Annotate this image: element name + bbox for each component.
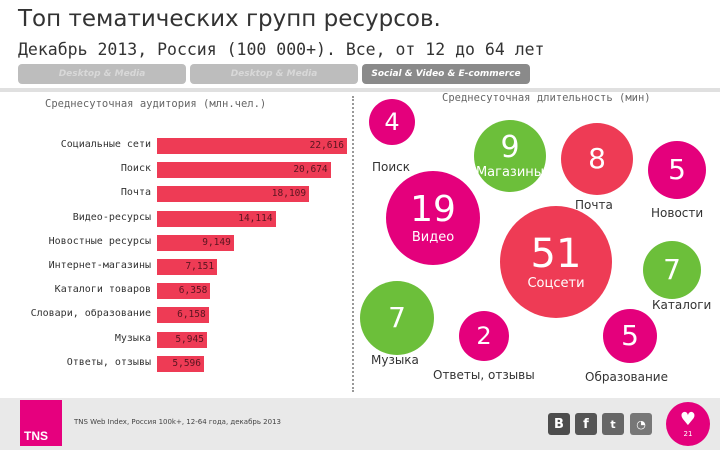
bubble: 4 bbox=[369, 99, 415, 145]
bar-value-label: 20,674 bbox=[293, 164, 328, 176]
bubble-value: 19 bbox=[410, 188, 456, 230]
bubble-label: Образование bbox=[585, 370, 668, 384]
bubble-label: Новости bbox=[651, 206, 704, 220]
heart-badge: ♥ 21 bbox=[666, 402, 710, 446]
tns-logo: TNS bbox=[20, 400, 62, 446]
bubble-value: 7 bbox=[663, 253, 681, 286]
bar-label: Видео-ресурсы bbox=[72, 211, 151, 223]
rss-icon[interactable]: ◔ bbox=[630, 413, 652, 435]
heart-icon: ♥ bbox=[679, 408, 697, 430]
bar-label: Ответы, отзывы bbox=[66, 356, 151, 368]
bar bbox=[157, 162, 331, 179]
bar-label: Интернет-магазины bbox=[48, 260, 151, 271]
bar-label: Новостные ресурсы bbox=[48, 235, 151, 247]
bar bbox=[157, 307, 209, 324]
bubble: 9 Магазины bbox=[474, 120, 546, 192]
bubble-label: Видео bbox=[411, 229, 455, 245]
bar bbox=[157, 283, 211, 300]
bubble-value: 5 bbox=[621, 319, 639, 352]
footer bbox=[0, 398, 720, 450]
page-subtitle: Декабрь 2013, Россия (100 000+). Все, от… bbox=[18, 40, 545, 59]
bubble-label: Поиск bbox=[372, 160, 411, 174]
chart-divider bbox=[352, 96, 354, 392]
bar-value-label: 7,151 bbox=[185, 261, 215, 272]
tab-underline bbox=[0, 88, 720, 92]
bar bbox=[157, 355, 204, 372]
tab-social-video-ecommerce[interactable]: Social & Video & E-commerce bbox=[362, 64, 530, 84]
bar-label: Словари, образование bbox=[30, 308, 151, 320]
bar-label: Музыка bbox=[114, 332, 151, 344]
bar bbox=[157, 138, 347, 154]
bar-value-label: 5,596 bbox=[172, 357, 201, 369]
bar bbox=[157, 186, 310, 203]
bar bbox=[157, 259, 218, 275]
bubble: 7 bbox=[643, 241, 701, 299]
source-note: TNS Web Index, Россия 100k+, 12-64 года,… bbox=[74, 418, 281, 426]
bubble: 5 bbox=[603, 309, 657, 363]
bubble-label: Почта bbox=[575, 198, 613, 212]
twitter-icon[interactable]: t bbox=[602, 413, 624, 435]
bar-value-label: 6,358 bbox=[178, 285, 208, 297]
bubble: 8 bbox=[561, 123, 633, 195]
bubble: 51 Соцсети bbox=[500, 206, 612, 318]
bar-value-label: 9,149 bbox=[202, 236, 231, 248]
bubble: 7 bbox=[360, 281, 434, 355]
bubble-value: 8 bbox=[588, 142, 606, 175]
bubble-value: 4 bbox=[384, 108, 400, 136]
bubble-label: Соцсети bbox=[527, 275, 585, 291]
bubble-label: Каталоги bbox=[652, 298, 712, 312]
facebook-icon[interactable]: f bbox=[575, 413, 597, 435]
bar-value-label: 22,616 bbox=[309, 140, 344, 151]
bar-value-label: 5,945 bbox=[175, 333, 204, 345]
bar-value-label: 6,158 bbox=[177, 309, 206, 321]
bar-value-label: 14,114 bbox=[238, 212, 273, 224]
bar bbox=[157, 331, 207, 348]
bubble-value: 2 bbox=[476, 322, 492, 350]
audience-bar-chart: Социальные сети 22,616 Поиск 20,674 Почта 18,… bbox=[0, 0, 360, 400]
bubble: 19 Видео bbox=[386, 171, 480, 265]
bubble-value: 5 bbox=[668, 153, 686, 186]
bubble: 5 bbox=[648, 141, 706, 199]
bar-label: Социальные сети bbox=[60, 139, 151, 150]
bar bbox=[157, 210, 276, 227]
bubble-label: Магазины bbox=[475, 164, 545, 180]
bar-chart-title: Среднесуточная аудитория (млн.чел.) bbox=[45, 98, 267, 110]
tab-desktop-media-2[interactable]: Desktop & Media bbox=[190, 64, 358, 84]
bubble-chart-title: Среднесуточная длительность (мин) bbox=[442, 92, 651, 104]
bubble-label: Ответы, отзывы bbox=[433, 368, 535, 382]
page-number: 21 bbox=[683, 429, 693, 438]
bubble-value: 9 bbox=[500, 129, 520, 165]
bar-value-label: 18,109 bbox=[271, 188, 307, 200]
bubble-label: Музыка bbox=[371, 353, 419, 367]
page-title: Топ тематических групп ресурсов. bbox=[18, 6, 441, 32]
duration-bubble-chart: 4 Поиск 9 Магазины 8 Почта 5 Новости 19 Видео 51 Со… bbox=[360, 99, 712, 384]
bubble-value: 7 bbox=[388, 301, 406, 334]
bubble-value: 51 bbox=[530, 230, 582, 277]
bar bbox=[157, 234, 234, 251]
tab-bar: Desktop & Media Desktop & Media Social &… bbox=[18, 64, 530, 84]
tab-desktop-media-1[interactable]: Desktop & Media bbox=[18, 64, 186, 84]
vk-icon[interactable]: В bbox=[548, 413, 570, 435]
bar-label: Почта bbox=[120, 187, 151, 199]
bar-label: Поиск bbox=[120, 163, 151, 175]
bubble: 2 bbox=[459, 311, 509, 361]
bar-label: Каталоги товаров bbox=[54, 284, 151, 296]
